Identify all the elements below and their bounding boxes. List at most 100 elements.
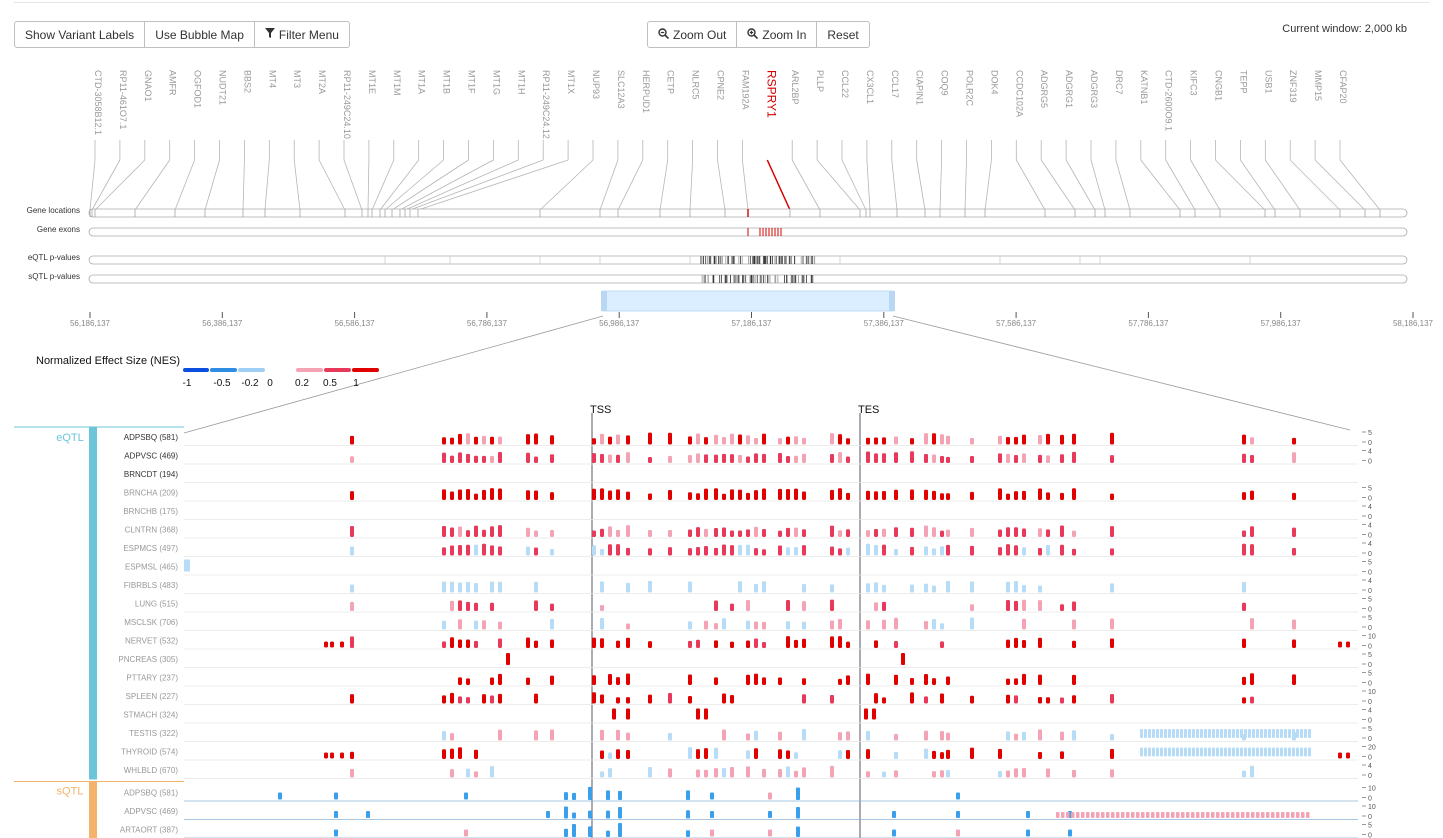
tissue-row-label[interactable]: ESPMCS (497) [123, 544, 178, 553]
gene-label[interactable]: HERPUD1 [641, 70, 651, 113]
gene-label[interactable]: MMP15 [1313, 70, 1323, 101]
zoom-brush[interactable] [183, 290, 1351, 434]
qtl-bar [738, 489, 742, 500]
qtl-bar [466, 601, 470, 611]
qtl-bar [1014, 436, 1018, 445]
gene-label[interactable]: MT1G [491, 70, 501, 95]
tissue-row-label[interactable]: TESTIS (322) [129, 729, 178, 738]
gene-label[interactable]: NLRC5 [691, 70, 701, 100]
qtl-bar [846, 438, 850, 445]
gene-label[interactable]: SLC12A3 [616, 70, 626, 109]
qtl-bar [616, 529, 620, 537]
gene-label[interactable]: USB1 [1263, 70, 1273, 94]
gene-label[interactable]: CIAPIN1 [915, 70, 925, 105]
qtl-bar [802, 529, 806, 537]
tissue-row-label[interactable]: THYROID (574) [121, 748, 178, 757]
tissue-row-label[interactable]: BRNCHB (175) [123, 507, 178, 516]
tissue-row-label[interactable]: ADPSBQ (581) [124, 433, 179, 442]
gene-label[interactable]: RP11-249C24.12 [541, 70, 551, 139]
zoom-in-button[interactable]: Zoom In [737, 22, 818, 47]
gene-label[interactable]: OGFOD1 [193, 70, 203, 108]
gene-label[interactable]: KIFC3 [1189, 70, 1199, 96]
gene-label[interactable]: MT4 [267, 70, 277, 88]
tissue-row-label[interactable]: NERVET (532) [125, 637, 178, 646]
gene-label[interactable]: CETP [666, 70, 676, 94]
tissue-row-label[interactable]: BRNCDT (194) [124, 470, 178, 479]
gene-label[interactable]: CTD-2600O9.1 [1164, 70, 1174, 131]
tissue-row-label[interactable]: PNCREAS (305) [118, 655, 178, 664]
tissue-row-label[interactable]: ADPSBQ (581) [124, 789, 179, 798]
qtl-bar [616, 454, 620, 463]
qtl-bar [1192, 729, 1195, 738]
tissue-row-label[interactable]: MSCLSK (706) [124, 618, 178, 627]
gene-label[interactable]: KATNB1 [1139, 70, 1149, 104]
gene-label[interactable]: MT1X [566, 70, 576, 94]
tissue-row-label[interactable]: BRNCHA (209) [124, 489, 179, 498]
gene-label[interactable]: TEPP [1238, 70, 1248, 94]
tissue-row-label[interactable]: FIBRBLS (483) [124, 581, 179, 590]
gene-label[interactable]: CCDC102A [1014, 70, 1024, 117]
gene-label[interactable]: ADGRG3 [1089, 70, 1099, 108]
gene-label[interactable]: CCL17 [890, 70, 900, 98]
zoom-out-button[interactable]: Zoom Out [648, 22, 738, 47]
gene-connector [204, 159, 220, 211]
filter-menu-button[interactable]: Filter Menu [255, 22, 349, 47]
gene-connector [766, 159, 791, 211]
gene-label[interactable]: MT1M [392, 70, 402, 96]
gene-label[interactable]: MT1E [367, 70, 377, 94]
qtl-bar [1171, 812, 1175, 818]
qtl-bar [442, 620, 446, 630]
tissue-row-label[interactable]: PTTARY (237) [126, 674, 178, 683]
use-bubble-map-button[interactable]: Use Bubble Map [145, 22, 255, 47]
gene-label[interactable]: CX3CL1 [865, 70, 875, 104]
gene-label[interactable]: MT1B [442, 70, 452, 94]
gene-label[interactable]: CNGB1 [1214, 70, 1224, 101]
gene-label[interactable]: MT2A [317, 70, 327, 94]
tissue-row-label[interactable]: ADPVSC (469) [124, 807, 178, 816]
gene-label[interactable]: PLLP [815, 70, 825, 92]
tissue-row-label[interactable]: LUNG (515) [135, 600, 178, 609]
qtl-bar [1136, 812, 1140, 818]
gene-label[interactable]: DRC7 [1114, 70, 1124, 95]
qtl-bar [668, 489, 672, 500]
show-variant-labels-button[interactable]: Show Variant Labels [15, 22, 146, 47]
gene-label[interactable]: BBS2 [242, 70, 252, 93]
gene-label[interactable]: CFAP20 [1338, 70, 1348, 104]
qtl-bar [608, 544, 612, 556]
reset-button[interactable]: Reset [827, 27, 859, 42]
gene-label[interactable]: RP11-249C24.10 [342, 70, 352, 139]
tissue-row-label[interactable]: WHLBLD (670) [124, 766, 179, 775]
qtl-bar [1022, 434, 1026, 445]
gene-label[interactable]: COQ9 [940, 70, 950, 96]
gene-label[interactable]: ADGRG1 [1064, 70, 1074, 108]
tissue-row-label[interactable]: ESPMSL (465) [125, 563, 178, 572]
tissue-row-label[interactable]: STMACH (324) [123, 711, 178, 720]
gene-label[interactable]: MT1A [417, 70, 427, 94]
gene-label[interactable]: NUP93 [591, 70, 601, 99]
tissue-row-label[interactable]: ADPVSC (469) [124, 452, 178, 461]
gene-label[interactable]: MT1F [467, 70, 477, 94]
gene-label[interactable]: CPNE2 [716, 70, 726, 100]
qtl-bar [474, 544, 478, 556]
gene-label[interactable]: RP11-461O7.1 [118, 70, 128, 129]
gene-label[interactable]: ZNF319 [1288, 70, 1298, 103]
gene-label[interactable]: POLR2C [965, 70, 975, 107]
gene-label[interactable]: ARL2BP [790, 70, 800, 105]
qtl-bar [648, 548, 652, 556]
gene-label[interactable]: CTD-3058B12.1 [93, 70, 103, 135]
gene-label[interactable]: DOK4 [989, 70, 999, 95]
gene-label[interactable]: MT3 [292, 70, 302, 88]
tissue-row-label[interactable]: CLNTRN (368) [125, 526, 179, 535]
gene-label[interactable]: ADGRG5 [1039, 70, 1049, 108]
gene-label[interactable]: AMFR [168, 70, 178, 96]
gene-label[interactable]: RSPRY1 [764, 70, 778, 118]
gene-label[interactable]: MT1H [516, 70, 526, 95]
qtl-bar [830, 546, 834, 556]
qtl-bar [616, 544, 620, 556]
gene-label[interactable]: CCL22 [840, 70, 850, 98]
tissue-row-label[interactable]: ARTAORT (387) [120, 826, 178, 835]
gene-label[interactable]: FAM192A [740, 70, 750, 110]
tissue-row-label[interactable]: SPLEEN (227) [126, 692, 179, 701]
gene-label[interactable]: GNAO1 [143, 70, 153, 102]
gene-label[interactable]: NUDT21 [218, 70, 228, 105]
